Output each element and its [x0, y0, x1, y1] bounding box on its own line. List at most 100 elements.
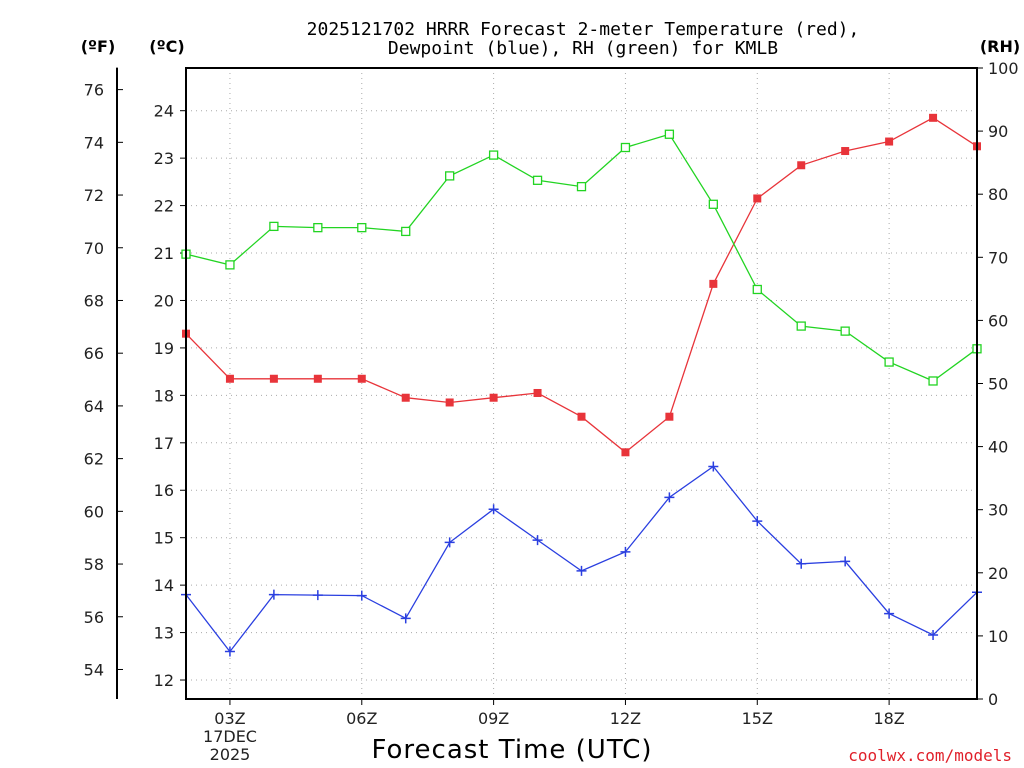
fahrenheit-tick-label: 74 — [84, 133, 104, 152]
series-dewpoint — [181, 461, 982, 657]
fahrenheit-tick-label: 66 — [84, 344, 104, 363]
data-point — [312, 590, 323, 601]
x-tick-label: 09Z — [478, 709, 509, 728]
x-axis-label: Forecast Time (UTC) — [371, 735, 652, 765]
celsius-tick-label: 22 — [154, 197, 174, 216]
data-point — [752, 516, 763, 527]
data-point — [356, 590, 367, 601]
data-point — [489, 393, 498, 402]
data-point — [708, 461, 719, 472]
series-line — [185, 117, 978, 454]
rh-tick-label: 70 — [988, 248, 1008, 267]
series-line — [185, 465, 978, 653]
data-point — [621, 448, 630, 457]
data-point — [840, 556, 851, 567]
data-point — [708, 199, 718, 209]
celsius-tick-label: 21 — [154, 244, 174, 263]
celsius-tick-label: 18 — [154, 386, 174, 405]
grid-lines — [186, 68, 977, 699]
data-point — [620, 546, 631, 557]
data-series — [181, 113, 982, 657]
data-point — [357, 222, 367, 233]
rh-tick-label: 10 — [988, 627, 1008, 646]
data-point — [225, 260, 235, 270]
data-point — [357, 374, 366, 383]
fahrenheit-tick-label: 72 — [84, 186, 104, 205]
x-tick-label: 18Z — [873, 709, 904, 728]
celsius-tick-label: 13 — [154, 624, 174, 643]
celsius-tick-label: 24 — [154, 102, 174, 121]
data-point — [752, 284, 762, 295]
celsius-unit-label: (ºC) — [149, 37, 184, 56]
data-point — [709, 279, 718, 288]
chart-title-line-2: Dewpoint (blue), RH (green) for KMLB — [388, 38, 778, 59]
data-point — [445, 398, 454, 407]
data-point — [532, 175, 543, 185]
data-point — [313, 222, 323, 233]
celsius-tick-label: 20 — [154, 291, 174, 310]
data-point — [444, 537, 455, 548]
fahrenheit-tick-label: 76 — [84, 81, 104, 100]
x-tick-label: 03Z — [214, 709, 245, 728]
data-point — [533, 388, 542, 397]
data-point — [268, 589, 279, 600]
x-tick-label: 06Z — [346, 709, 377, 728]
data-point — [224, 646, 235, 657]
series-2-meter-temperature — [182, 113, 981, 457]
fahrenheit-tick-label: 56 — [84, 608, 104, 627]
data-point — [929, 113, 938, 122]
rh-tick-label: 40 — [988, 438, 1008, 457]
data-point — [884, 608, 895, 619]
fahrenheit-tick-label: 68 — [84, 291, 104, 310]
date-label-year: 2025 — [210, 745, 251, 764]
series-line — [185, 133, 978, 382]
celsius-tick-label: 23 — [154, 149, 174, 168]
data-point — [269, 374, 278, 383]
celsius-tick-label: 14 — [154, 576, 174, 595]
fahrenheit-tick-label: 60 — [84, 502, 104, 521]
data-point — [488, 504, 499, 515]
chart-title-line-1: 2025121702 HRRR Forecast 2-meter Tempera… — [307, 19, 860, 40]
fahrenheit-tick-label: 58 — [84, 555, 104, 574]
data-point — [488, 150, 499, 160]
data-point — [665, 412, 674, 421]
celsius-tick-label: 16 — [154, 481, 174, 500]
rh-tick-label: 50 — [988, 375, 1008, 394]
rh-tick-label: 0 — [988, 690, 998, 709]
data-point — [620, 142, 631, 153]
rh-tick-label: 20 — [988, 564, 1008, 583]
x-tick-label: 15Z — [742, 709, 773, 728]
data-point — [532, 535, 543, 546]
data-point — [269, 221, 279, 232]
data-point — [664, 129, 675, 139]
x-tick-label: 12Z — [610, 709, 641, 728]
data-point — [401, 393, 410, 402]
rh-axis: 0 10 20 30 40 50 60 70 80 90 100 — [977, 59, 1019, 709]
celsius-axis: 12 13 14 15 16 17 18 19 20 21 22 23 24 — [154, 102, 186, 690]
data-point — [445, 171, 455, 181]
data-point — [225, 374, 234, 383]
date-label-day: 17DEC — [203, 727, 257, 746]
data-point — [576, 565, 587, 576]
data-point — [400, 613, 411, 624]
rh-unit-label: (RH) — [980, 37, 1020, 56]
data-point — [796, 321, 806, 331]
rh-tick-label: 30 — [988, 501, 1008, 520]
celsius-tick-label: 15 — [154, 529, 174, 548]
fahrenheit-tick-label: 62 — [84, 450, 104, 469]
series-rh — [181, 129, 982, 386]
data-point — [928, 376, 938, 386]
rh-tick-label: 80 — [988, 185, 1008, 204]
data-point — [797, 161, 806, 170]
data-point — [576, 181, 587, 192]
rh-tick-label: 100 — [988, 59, 1019, 78]
fahrenheit-tick-label: 64 — [84, 397, 104, 416]
celsius-tick-label: 19 — [154, 339, 174, 358]
fahrenheit-unit-label: (ºF) — [81, 37, 116, 56]
celsius-tick-label: 17 — [154, 434, 174, 453]
data-point — [884, 357, 894, 367]
celsius-tick-label: 12 — [154, 671, 174, 690]
plot-frame — [185, 67, 978, 700]
fahrenheit-tick-label: 70 — [84, 239, 104, 258]
